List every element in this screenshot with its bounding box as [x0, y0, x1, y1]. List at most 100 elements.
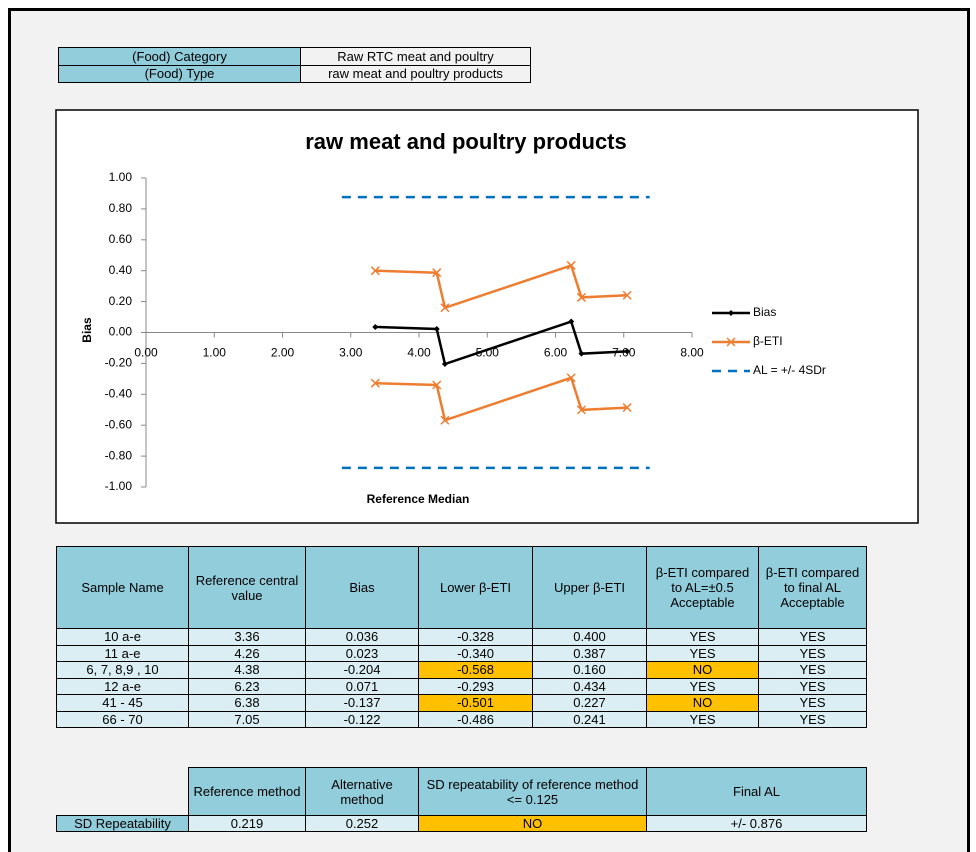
- marker: [624, 348, 631, 355]
- marker: [433, 325, 440, 332]
- summary-header: SD repeatability of reference method <= …: [418, 767, 647, 816]
- marker: [568, 318, 575, 325]
- x-tick-label: 3.00: [339, 346, 363, 360]
- table-cell: 12 a-e: [56, 677, 189, 695]
- table-cell: -0.328: [418, 628, 533, 646]
- y-tick-label: 0.40: [109, 263, 133, 277]
- table-cell: 0.023: [305, 644, 419, 662]
- marker: [576, 292, 586, 302]
- marker: [576, 405, 586, 415]
- header-label: (Food) Type: [58, 64, 301, 83]
- table-cell: -0.340: [418, 644, 533, 662]
- x-tick-label: 0.00: [134, 346, 158, 360]
- header-value: raw meat and poultry products: [300, 64, 531, 83]
- table-cell: YES: [758, 628, 867, 646]
- column-header: Bias: [305, 546, 419, 629]
- table-cell: 7.05: [188, 710, 306, 728]
- summary-cell: 0.219: [188, 815, 306, 832]
- summary-cell: 0.252: [305, 815, 419, 832]
- table-cell: 3.36: [188, 628, 306, 646]
- column-header: Lower β-ETI: [418, 546, 533, 629]
- table-cell: 6, 7, 8,9 , 10: [56, 661, 189, 679]
- x-axis-title: Reference Median: [367, 492, 470, 506]
- y-tick-label: 0.20: [109, 294, 133, 308]
- marker: [440, 415, 450, 425]
- table-cell: NO: [646, 661, 759, 679]
- header-value: Raw RTC meat and poultry: [300, 47, 531, 66]
- interval-line: [375, 263, 628, 310]
- table-cell: YES: [758, 661, 867, 679]
- table-cell: 4.38: [188, 661, 306, 679]
- table-cell: 0.387: [532, 644, 647, 662]
- table-cell: 10 a-e: [56, 628, 189, 646]
- table-cell: -0.137: [305, 694, 419, 712]
- table-cell: -0.501: [418, 694, 533, 712]
- table-cell: 6.38: [188, 694, 306, 712]
- marker: [370, 378, 380, 388]
- chart-area: [55, 109, 919, 524]
- header-label: (Food) Category: [58, 47, 301, 66]
- x-tick-label: 5.00: [476, 346, 500, 360]
- x-tick-label: 8.00: [680, 346, 704, 360]
- y-tick-label: -0.80: [105, 448, 133, 462]
- x-tick-label: 6.00: [544, 346, 568, 360]
- summary-header: Alternative method: [305, 767, 419, 816]
- table-cell: 0.400: [532, 628, 647, 646]
- table-cell: 0.160: [532, 661, 647, 679]
- table-cell: NO: [646, 694, 759, 712]
- column-header: β-ETI compared to AL=±0.5 Acceptable: [646, 546, 759, 629]
- table-cell: -0.122: [305, 710, 419, 728]
- y-tick-label: 0.80: [109, 201, 133, 215]
- y-tick-label: 0.60: [109, 232, 133, 246]
- table-cell: 66 - 70: [56, 710, 189, 728]
- legend-marker: [728, 310, 734, 316]
- table-cell: 0.227: [532, 694, 647, 712]
- y-tick-label: -0.40: [105, 386, 133, 400]
- column-header: Reference central value: [188, 546, 306, 629]
- table-cell: YES: [758, 694, 867, 712]
- y-tick-label: 1.00: [109, 170, 133, 184]
- marker: [432, 268, 442, 278]
- table-cell: 0.241: [532, 710, 647, 728]
- table-cell: YES: [646, 710, 759, 728]
- column-header: β-ETI compared to final AL Acceptable: [758, 546, 867, 629]
- table-cell: 41 - 45: [56, 694, 189, 712]
- y-tick-label: -0.20: [105, 356, 133, 370]
- table-cell: 6.23: [188, 677, 306, 695]
- summary-header: Reference method: [188, 767, 306, 816]
- marker: [432, 380, 442, 390]
- bias-line: [375, 319, 628, 366]
- legend-label: AL = +/- 4SDr: [753, 363, 826, 377]
- marker: [440, 303, 450, 313]
- table-cell: -0.568: [418, 661, 533, 679]
- table-cell: YES: [646, 644, 759, 662]
- marker: [372, 323, 379, 330]
- table-cell: -0.293: [418, 677, 533, 695]
- legend-label: Bias: [753, 305, 776, 319]
- y-axis-title: Bias: [80, 317, 94, 343]
- table-cell: YES: [758, 710, 867, 728]
- legend-marker: [726, 337, 736, 347]
- summary-cell: +/- 0.876: [646, 815, 867, 832]
- marker: [566, 373, 576, 383]
- column-header: Sample Name: [56, 546, 189, 629]
- table-cell: 0.071: [305, 677, 419, 695]
- y-tick-label: -1.00: [105, 479, 133, 493]
- table-cell: YES: [646, 677, 759, 695]
- table-cell: -0.486: [418, 710, 533, 728]
- y-tick-label: 0.00: [109, 325, 133, 339]
- table-cell: YES: [758, 644, 867, 662]
- chart-title: raw meat and poultry products: [305, 129, 627, 154]
- column-header: Upper β-ETI: [532, 546, 647, 629]
- marker: [622, 290, 632, 300]
- interval-line: [375, 376, 628, 422]
- table-cell: -0.204: [305, 661, 419, 679]
- y-tick-label: -0.60: [105, 417, 133, 431]
- x-tick-label: 4.00: [407, 346, 431, 360]
- x-tick-label: 1.00: [203, 346, 227, 360]
- summary-header: Final AL: [646, 767, 867, 816]
- marker: [578, 350, 585, 357]
- table-cell: YES: [646, 628, 759, 646]
